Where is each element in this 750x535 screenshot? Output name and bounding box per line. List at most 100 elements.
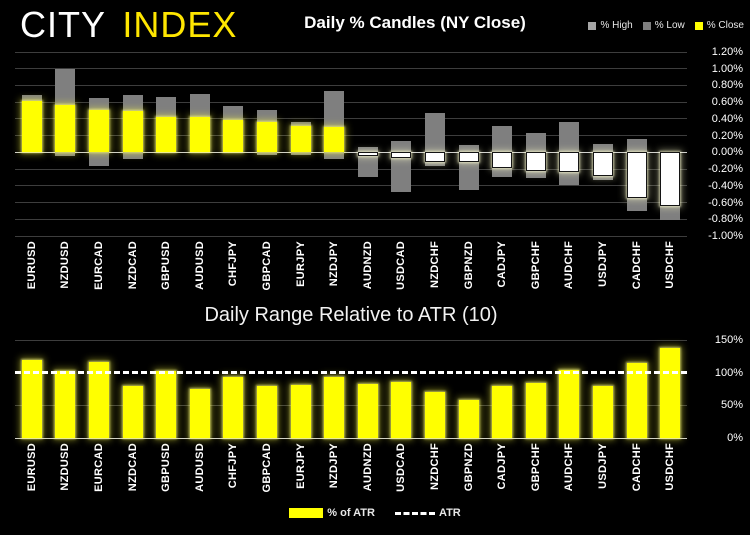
gridline [15,404,687,406]
category-label-text: NZDUSD [59,443,72,491]
legend-item-pct-atr: % of ATR [289,507,375,519]
legend-label-close: % Close [706,20,744,31]
category-label-text: USDCAD [395,241,408,290]
y-axis-tick-label: 150% [714,334,743,346]
atr-percent-bar [425,392,445,438]
atr-percent-bar [290,385,311,438]
category-label-text: CHFJPY [227,241,240,287]
category-label: CHFJPY [217,443,251,503]
category-label: USDCHF [653,241,687,301]
category-label: USDCAD [385,443,419,503]
gridline [15,101,687,103]
category-label-text: AUDNZD [361,241,374,290]
y-axis-tick-label: 100% [714,366,743,379]
category-label-text: CADCHF [630,241,643,290]
category-label-text: AUDCHF [563,241,576,290]
category-label: CHFJPY [217,241,251,301]
category-label: AUDNZD [351,241,385,301]
gridline [15,68,687,70]
category-label: NZDUSD [49,443,83,503]
close-bar [55,104,76,153]
atr-percent-bar [122,385,143,438]
atr-chart-plot [15,339,687,439]
category-label: USDJPY [586,443,620,503]
candle-chart-xaxis: EURUSD NZDUSD EURCAD NZDCAD GBPUSD AUDUSD CHFJ… [15,241,687,301]
atr-dashed-line-icon [394,511,435,515]
close-bar [122,110,143,153]
atr-percent-bar [21,360,42,438]
y-axis-tick-label: 1.00% [711,62,743,75]
category-label-text: AUDUSD [193,241,206,290]
category-label: USDCHF [653,443,687,503]
category-label: AUDNZD [351,443,385,503]
high-low-range-bar [391,140,412,193]
y-axis-tick-label: 0.00% [711,146,743,159]
y-axis-tick-label: 50% [720,399,743,412]
category-label-text: GBPUSD [160,443,173,492]
city-index-logo: CITY INDEX [20,4,237,46]
legend-label-high: % High [600,20,633,31]
category-label-text: EURJPY [294,443,307,489]
atr-percent-bar [492,386,513,438]
category-label: GBPUSD [149,241,183,301]
legend-label-atr: ATR [438,507,461,519]
category-label: CADCHF [620,443,654,503]
atr-percent-bar [55,370,76,438]
atr-percent-bar [559,370,580,438]
category-label: CADJPY [485,241,519,301]
gridline [15,437,687,439]
y-axis-tick-label: 0.40% [711,112,743,125]
category-label: EURCAD [82,241,116,301]
category-label: GBPCHF [519,241,553,301]
gridline [15,118,687,120]
category-label-text: USDCHF [664,443,677,491]
category-label: AUDCHF [553,241,587,301]
category-label-text: USDJPY [596,241,609,287]
legend-item-high: % High [588,20,633,31]
category-label: GBPCAD [250,241,284,301]
category-label-text: USDCAD [395,443,408,492]
gridline [15,151,687,153]
category-label-text: CADJPY [496,443,509,490]
category-label: EURUSD [15,241,49,301]
y-axis-tick-label: -0.40% [708,179,743,192]
close-bar [156,117,177,153]
close-swatch-icon [694,21,703,30]
candle-chart-legend: % High % Low % Close [588,20,744,31]
category-label-text: EURUSD [25,443,38,492]
category-label: USDCAD [385,241,419,301]
category-label: AUDUSD [183,241,217,301]
atr-percent-bar [189,389,210,438]
pct-atr-swatch-icon [289,508,324,518]
category-label-text: GBPNZD [462,241,475,290]
legend-label-low: % Low [654,20,685,31]
category-label: NZDUSD [49,241,83,301]
close-bar [21,101,42,153]
category-label: GBPNZD [452,443,486,503]
close-bar [492,152,513,169]
atr-percent-bar [324,377,345,438]
category-label: GBPCAD [250,443,284,503]
category-label-text: AUDNZD [361,443,374,492]
atr-percent-bar [660,348,681,438]
candle-chart-plot [15,51,687,237]
category-label-text: NZDCAD [126,241,139,290]
close-bar [458,152,479,163]
atr-percent-bar [156,370,177,438]
category-label-text: USDCHF [664,241,677,289]
atr-percent-bar [593,386,613,438]
gridline [15,168,687,170]
category-label-text: GBPUSD [160,241,173,290]
y-axis-tick-label: -0.60% [708,196,743,209]
category-label-text: AUDCHF [563,443,576,492]
category-label-text: GBPCAD [260,443,273,493]
close-bar [660,152,681,206]
close-bar [559,152,580,172]
y-axis-tick-label: -0.20% [708,163,743,176]
legend-item-low: % Low [642,20,685,31]
category-label: EURJPY [284,443,318,503]
category-label-text: EURCAD [92,241,105,290]
category-label: EURJPY [284,241,318,301]
category-label-text: EURJPY [294,241,307,287]
category-label-text: CHFJPY [227,443,240,489]
